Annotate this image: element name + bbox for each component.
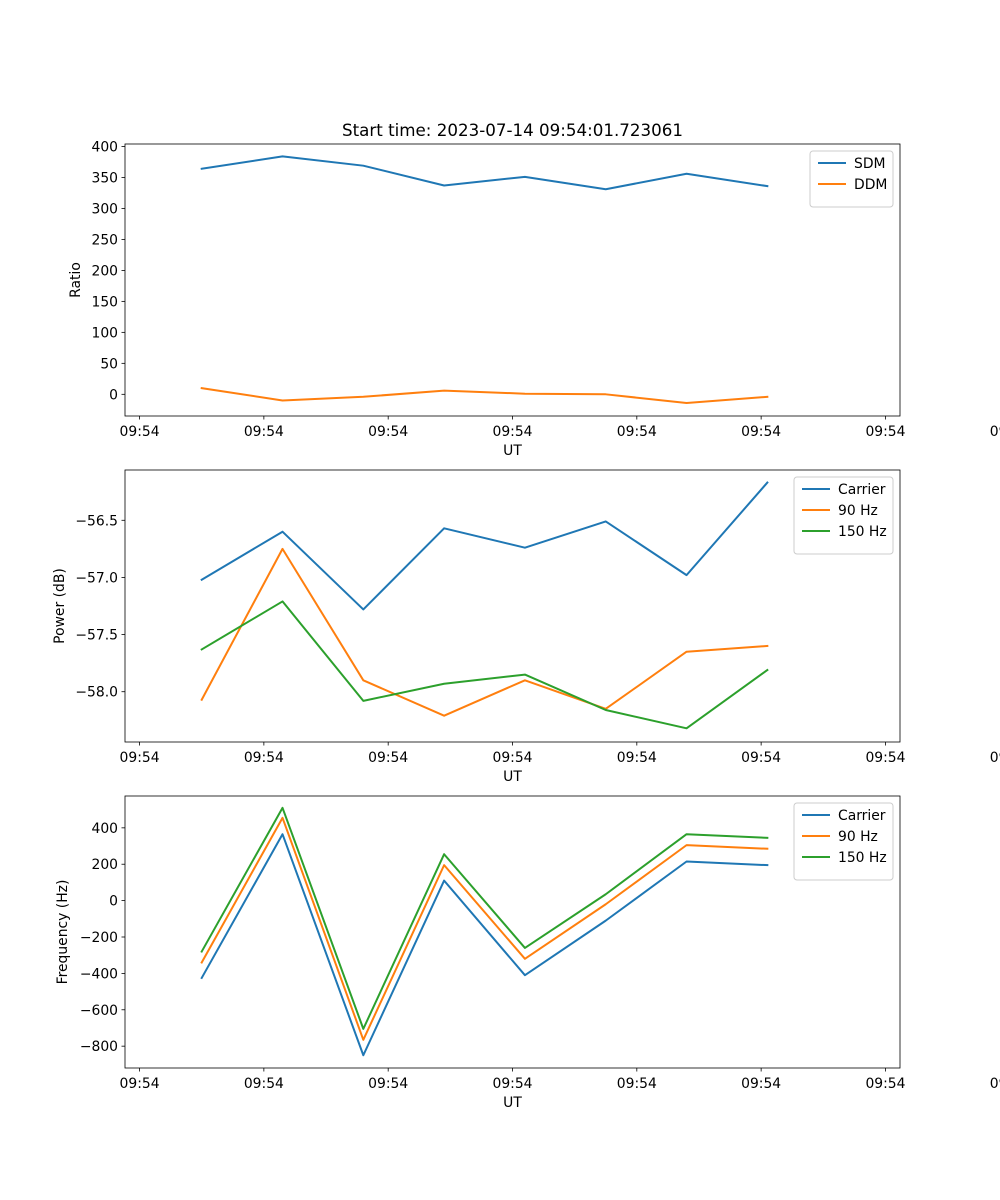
y-tick-label: 400 — [91, 139, 118, 155]
series-line-carrier — [200, 833, 769, 1057]
x-tick-label: 09:54 — [120, 1076, 160, 1092]
x-tick-label: 09:54 — [244, 424, 284, 440]
series-line-150-hz — [200, 600, 769, 730]
legend-label: DDM — [854, 177, 887, 193]
x-tick-label: 09:54 — [492, 1076, 532, 1092]
y-axis-label: Power (dB) — [52, 568, 68, 644]
legend: SDM DDM — [809, 150, 894, 208]
y-tick-label: 300 — [91, 201, 118, 217]
legend-frame — [793, 476, 894, 555]
x-axis-label: UT — [503, 769, 522, 785]
x-tick-label: 09:54 — [244, 1076, 284, 1092]
legend-label: SDM — [854, 156, 886, 172]
y-tick-label: −57.0 — [75, 570, 118, 586]
x-tick-label: 09:54 — [741, 750, 781, 766]
y-tick-label: 400 — [91, 821, 118, 837]
legend-frame — [809, 150, 894, 208]
x-tick-label: 09:54 — [368, 424, 408, 440]
y-tick-label: −400 — [80, 966, 118, 982]
legend-label: Carrier — [838, 808, 886, 824]
x-tick-label: 09:54 — [617, 1076, 657, 1092]
chart-title: Start time: 2023-07-14 09:54:01.723061 — [342, 120, 683, 140]
x-tick-label: 09:54 — [368, 750, 408, 766]
x-tick-label: 09:54 — [741, 1076, 781, 1092]
axes-frame — [124, 469, 901, 743]
x-tick-label: 09:54 — [865, 750, 905, 766]
legend-label: Carrier — [838, 482, 886, 498]
x-tick-label: 09:54 — [244, 750, 284, 766]
x-tick-label: 09:54 — [741, 424, 781, 440]
legend: Carrier 90 Hz 150 Hz — [793, 802, 894, 881]
y-tick-label: −58.0 — [75, 685, 118, 701]
legend-label: 150 Hz — [838, 850, 887, 866]
chart-panel-2: 09:54 09:54 09:54 09:54 09:54 09:54 09:54 09:55… — [52, 469, 1000, 785]
legend-label: 90 Hz — [838, 503, 878, 519]
chart-panel-3: 09:54 09:54 09:54 09:54 09:54 09:54 09:54 09:55… — [55, 795, 1000, 1111]
x-tick-label: 09:54 — [120, 750, 160, 766]
x-axis-label: UT — [503, 1095, 522, 1111]
x-tick-label: 09:54 — [120, 424, 160, 440]
y-tick-label: 0 — [109, 387, 118, 403]
y-tick-label: 350 — [91, 170, 118, 186]
series-line-ddm — [200, 386, 769, 404]
x-tick-label: 09:55 — [990, 750, 1000, 766]
series-line-carrier — [200, 481, 769, 611]
chart-panel-1: 09:54 09:54 09:54 09:54 09:54 09:54 09:54 09:55… — [68, 139, 1000, 459]
y-tick-label: 250 — [91, 232, 118, 248]
legend: Carrier 90 Hz 150 Hz — [793, 476, 894, 555]
y-axis-label: Frequency (Hz) — [55, 880, 71, 985]
y-tick-label: −600 — [80, 1003, 118, 1019]
y-tick-label: −56.5 — [75, 513, 118, 529]
y-tick-label: 200 — [91, 263, 118, 279]
legend-frame — [793, 802, 894, 881]
legend-label: 150 Hz — [838, 524, 887, 540]
y-tick-label: 0 — [109, 894, 118, 910]
series-line-sdm — [200, 155, 769, 191]
series-line-150-hz — [200, 806, 769, 1030]
y-tick-label: 100 — [91, 325, 118, 341]
x-tick-label: 09:54 — [492, 424, 532, 440]
x-tick-label: 09:54 — [865, 424, 905, 440]
y-tick-label: 150 — [91, 294, 118, 310]
axes-frame — [124, 143, 901, 417]
x-tick-label: 09:55 — [990, 1076, 1000, 1092]
y-tick-label: −200 — [80, 930, 118, 946]
x-tick-label: 09:54 — [617, 750, 657, 766]
series-line-90-hz — [200, 547, 769, 717]
x-tick-label: 09:55 — [990, 424, 1000, 440]
y-tick-label: 200 — [91, 857, 118, 873]
x-tick-label: 09:54 — [865, 1076, 905, 1092]
y-tick-label: −800 — [80, 1039, 118, 1055]
y-tick-label: 50 — [100, 356, 118, 372]
y-axis-label: Ratio — [68, 262, 84, 298]
panels: 09:54 09:54 09:54 09:54 09:54 09:54 09:54 09:55… — [52, 139, 1000, 1111]
legend-label: 90 Hz — [838, 829, 878, 845]
x-tick-label: 09:54 — [368, 1076, 408, 1092]
x-axis-label: UT — [503, 443, 522, 459]
series-line-90-hz — [200, 816, 769, 1041]
x-tick-label: 09:54 — [617, 424, 657, 440]
y-tick-label: −57.5 — [75, 628, 118, 644]
x-tick-label: 09:54 — [492, 750, 532, 766]
